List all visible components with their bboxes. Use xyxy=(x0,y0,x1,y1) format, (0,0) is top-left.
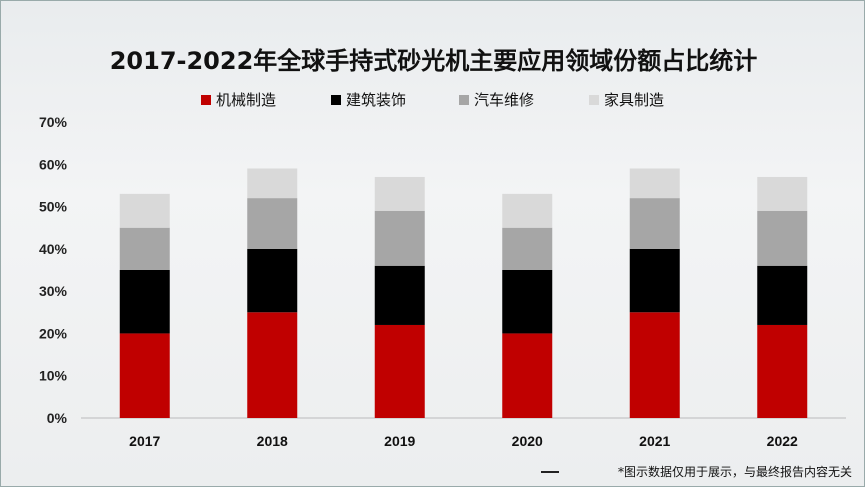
bar-2022-3 xyxy=(757,176,808,211)
legend-label: 汽车维修 xyxy=(474,91,534,109)
bar-2019-0 xyxy=(374,324,425,418)
bar-2018-0 xyxy=(247,312,298,418)
y-tick-label: 0% xyxy=(47,410,68,426)
bar-2022-0 xyxy=(757,324,808,418)
bar-2019-2 xyxy=(374,210,425,266)
bar-2018-3 xyxy=(247,168,298,199)
bar-2020-1 xyxy=(502,270,553,334)
bar-2020-3 xyxy=(502,193,553,228)
x-tick-label: 2021 xyxy=(639,433,670,449)
legend-label: 机械制造 xyxy=(216,91,276,109)
bar-2020-2 xyxy=(502,227,553,270)
legend-label: 家具制造 xyxy=(604,91,664,109)
footnote: *图示数据仅用于展示，与最终报告内容无关 xyxy=(617,465,852,479)
bar-2020-0 xyxy=(502,333,553,418)
y-tick-label: 10% xyxy=(39,368,68,384)
chart-title: 2017-2022年全球手持式砂光机主要应用领域份额占比统计 xyxy=(109,47,758,75)
x-tick-label: 2018 xyxy=(257,433,288,449)
y-tick-label: 70% xyxy=(39,114,68,130)
y-tick-label: 60% xyxy=(39,156,68,172)
legend-label: 建筑装饰 xyxy=(346,91,406,109)
bar-2018-1 xyxy=(247,248,298,313)
bar-2021-3 xyxy=(629,168,680,199)
bar-2022-2 xyxy=(757,210,808,266)
y-tick-label: 50% xyxy=(39,199,68,215)
y-tick-label: 40% xyxy=(39,241,68,257)
bar-2021-1 xyxy=(629,248,680,313)
bar-2018-2 xyxy=(247,198,298,249)
bar-2017-1 xyxy=(119,270,170,334)
bar-2017-3 xyxy=(119,193,170,228)
legend-swatch xyxy=(589,95,599,105)
bar-2017-2 xyxy=(119,227,170,270)
bar-2019-3 xyxy=(374,176,425,211)
y-tick-label: 30% xyxy=(39,283,68,299)
legend-swatch xyxy=(201,95,211,105)
x-tick-label: 2019 xyxy=(384,433,415,449)
legend-swatch xyxy=(459,95,469,105)
bar-2021-0 xyxy=(629,312,680,418)
y-tick-label: 20% xyxy=(39,325,68,341)
x-tick-label: 2020 xyxy=(512,433,543,449)
bar-2021-2 xyxy=(629,198,680,249)
bar-2019-1 xyxy=(374,265,425,325)
x-tick-label: 2017 xyxy=(129,433,160,449)
footnote-line xyxy=(541,471,559,473)
x-tick-label: 2022 xyxy=(767,433,798,449)
legend-swatch xyxy=(331,95,341,105)
bar-2017-0 xyxy=(119,333,170,418)
bar-2022-1 xyxy=(757,265,808,325)
